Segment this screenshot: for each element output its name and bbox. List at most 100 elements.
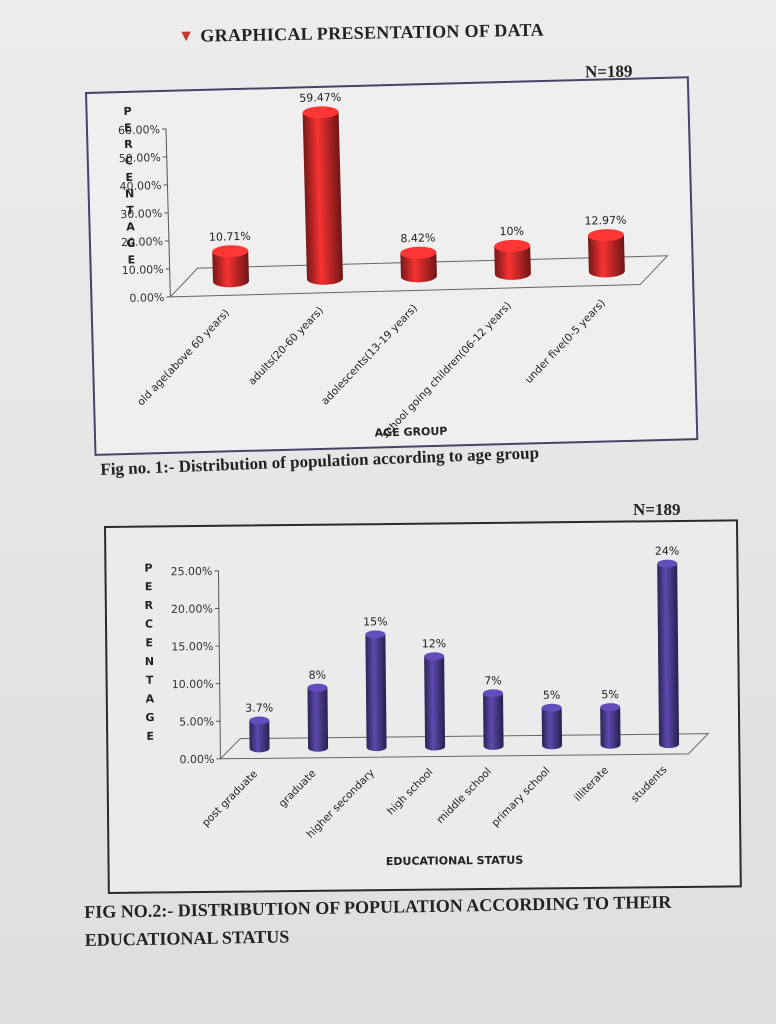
data-label: 12%	[422, 637, 447, 650]
bullet-icon: ▼	[178, 27, 195, 45]
y-axis-title-letter: P	[123, 105, 131, 118]
y-tick-label: 60.00%	[118, 123, 160, 137]
y-axis-title-letter: A	[126, 220, 135, 233]
data-label: 8%	[309, 669, 327, 682]
category-label: high school	[385, 766, 435, 817]
y-tick-label: 20.00%	[121, 235, 163, 249]
y-axis-line	[217, 570, 221, 759]
bar	[400, 246, 437, 283]
data-label: 7%	[484, 674, 502, 687]
y-axis-title-letter: T	[126, 204, 134, 217]
data-label: 3.7%	[245, 701, 273, 714]
y-axis-title-letter: T	[146, 674, 154, 687]
y-axis-title-letter: G	[126, 237, 135, 250]
bar-body	[400, 252, 437, 283]
bar	[541, 703, 563, 750]
category-label: under five(0-5 years)	[523, 297, 608, 386]
y-tick-label: 5.00%	[179, 715, 214, 728]
bar-body	[249, 720, 270, 753]
bar-top	[249, 716, 270, 725]
bar-body	[600, 707, 621, 749]
y-axis-title-letter: P	[144, 561, 152, 574]
sample-size-label-fig2: N=189	[633, 500, 681, 519]
y-axis-title-letter: C	[145, 618, 153, 631]
bar	[424, 652, 446, 751]
data-label: 24%	[655, 544, 680, 557]
data-label: 12.97%	[584, 214, 626, 228]
y-tick-label: 20.00%	[171, 602, 213, 615]
category-label: post graduate	[200, 768, 260, 829]
bar-body	[302, 111, 343, 285]
data-label: 5%	[543, 689, 561, 702]
chart-floor	[219, 733, 710, 760]
y-axis-title-letter: G	[145, 711, 154, 724]
bar-body	[212, 250, 249, 288]
bar-body	[365, 634, 387, 752]
bar	[302, 106, 343, 285]
y-axis-title-letter: R	[145, 599, 154, 612]
category-label: primary school	[489, 765, 552, 829]
x-axis-title: EDUCATIONAL STATUS	[386, 854, 524, 868]
bar-top	[424, 652, 445, 661]
category-label: adolescents(13-19 years)	[319, 302, 420, 407]
y-tick-label: 15.00%	[171, 640, 213, 653]
y-tick-label: 30.00%	[120, 207, 162, 221]
bar	[600, 703, 621, 749]
y-tick-label: 10.00%	[122, 263, 164, 277]
category-label: illiterate	[572, 764, 611, 804]
category-label: old age(above 60 years)	[135, 307, 232, 408]
bar-top	[541, 703, 562, 712]
y-tick-label: 0.00%	[129, 291, 164, 305]
page-heading-text: GRAPHICAL PRESENTATION OF DATA	[200, 19, 544, 46]
bar	[657, 559, 680, 749]
category-label: middle school	[434, 766, 494, 826]
data-label: 59.47%	[299, 91, 341, 105]
age-group-chart: 0.00% 10.00% 20.00% 30.00% 40.00% 50.00% 60.00…	[118, 91, 669, 441]
y-tick-label: 10.00%	[172, 678, 214, 691]
bar-body	[587, 234, 625, 278]
bar	[483, 689, 504, 750]
y-axis-title-letter: C	[125, 154, 133, 167]
bar-top	[657, 559, 678, 568]
bar-top	[365, 630, 386, 639]
y-tick-label: 0.00%	[179, 753, 214, 766]
category-label: graduate	[277, 767, 319, 810]
x-axis-title: AGE GROUP	[374, 425, 447, 440]
bar	[249, 716, 270, 753]
y-tick-label: 50.00%	[119, 151, 161, 165]
bar-body	[657, 563, 680, 749]
y-axis-title-letter: E	[127, 253, 135, 266]
bar-body	[424, 656, 446, 751]
data-label: 10.71%	[209, 230, 251, 244]
figure-2-caption: FIG NO.2:- DISTRIBUTION OF POPULATION AC…	[84, 891, 672, 950]
y-axis-title-letter: N	[145, 655, 154, 668]
category-label: adults(20-60 years)	[246, 305, 326, 388]
bar	[307, 683, 329, 752]
bar-top	[600, 703, 621, 712]
bar-body	[494, 245, 531, 280]
y-axis-title-letter: E	[125, 171, 133, 184]
data-label: 15%	[363, 615, 388, 628]
bar-top	[302, 106, 339, 119]
y-axis-title-letter: E	[145, 636, 153, 649]
bar-top	[483, 689, 504, 698]
bar-top	[307, 683, 328, 692]
y-axis-title-letter: E	[145, 580, 153, 593]
bar-body	[307, 687, 329, 752]
bar	[365, 630, 387, 752]
bar	[212, 245, 249, 288]
y-axis-title-letter: A	[145, 692, 154, 705]
bar-top	[400, 246, 437, 259]
page-heading: ▼ GRAPHICAL PRESENTATION OF DATA	[178, 20, 544, 47]
y-axis-title-letter: E	[124, 121, 132, 134]
data-label: 5%	[601, 688, 619, 701]
bar	[587, 229, 625, 278]
bar-body	[541, 707, 563, 750]
bar-body	[483, 693, 504, 750]
y-axis-title-letter: R	[124, 138, 133, 151]
bar-top	[212, 245, 249, 258]
y-tick-label: 40.00%	[119, 179, 161, 193]
category-label: students	[629, 764, 669, 805]
bar-top	[587, 229, 624, 242]
bar	[494, 239, 531, 280]
